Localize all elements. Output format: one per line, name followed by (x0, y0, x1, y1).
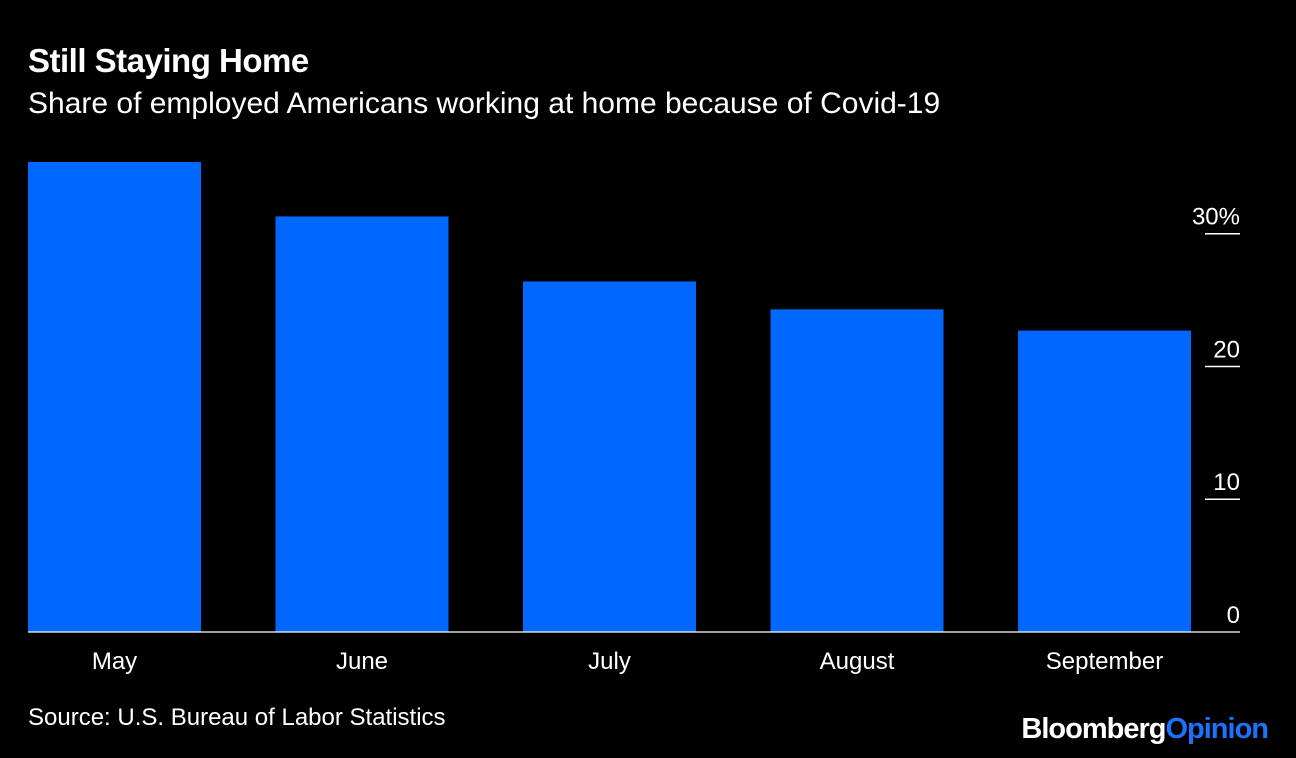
bar-july (523, 281, 696, 632)
x-tick-label: July (588, 648, 631, 675)
y-tick-label: 30% (1192, 204, 1240, 231)
x-tick-label: September (1046, 648, 1163, 675)
source-note: Source: U.S. Bureau of Labor Statistics (28, 704, 446, 731)
bar-may (28, 162, 201, 632)
brand-name: Bloomberg (1021, 713, 1166, 745)
x-tick-label: June (336, 648, 388, 675)
bar-august (770, 309, 944, 632)
brand-logo: BloombergOpinion (1021, 711, 1269, 747)
brand-section: Opinion (1165, 713, 1269, 745)
chart-title: Still Staying Home (28, 42, 309, 79)
chart-subtitle: Share of employed Americans working at h… (28, 87, 941, 120)
x-tick-label: May (92, 648, 137, 675)
bar-june (275, 216, 449, 632)
bar-september (1018, 330, 1191, 632)
x-tick-label: August (820, 648, 895, 675)
y-tick-label: 10 (1213, 469, 1240, 496)
y-tick-label: 20 (1213, 336, 1240, 363)
y-tick-label: 0 (1227, 602, 1240, 629)
